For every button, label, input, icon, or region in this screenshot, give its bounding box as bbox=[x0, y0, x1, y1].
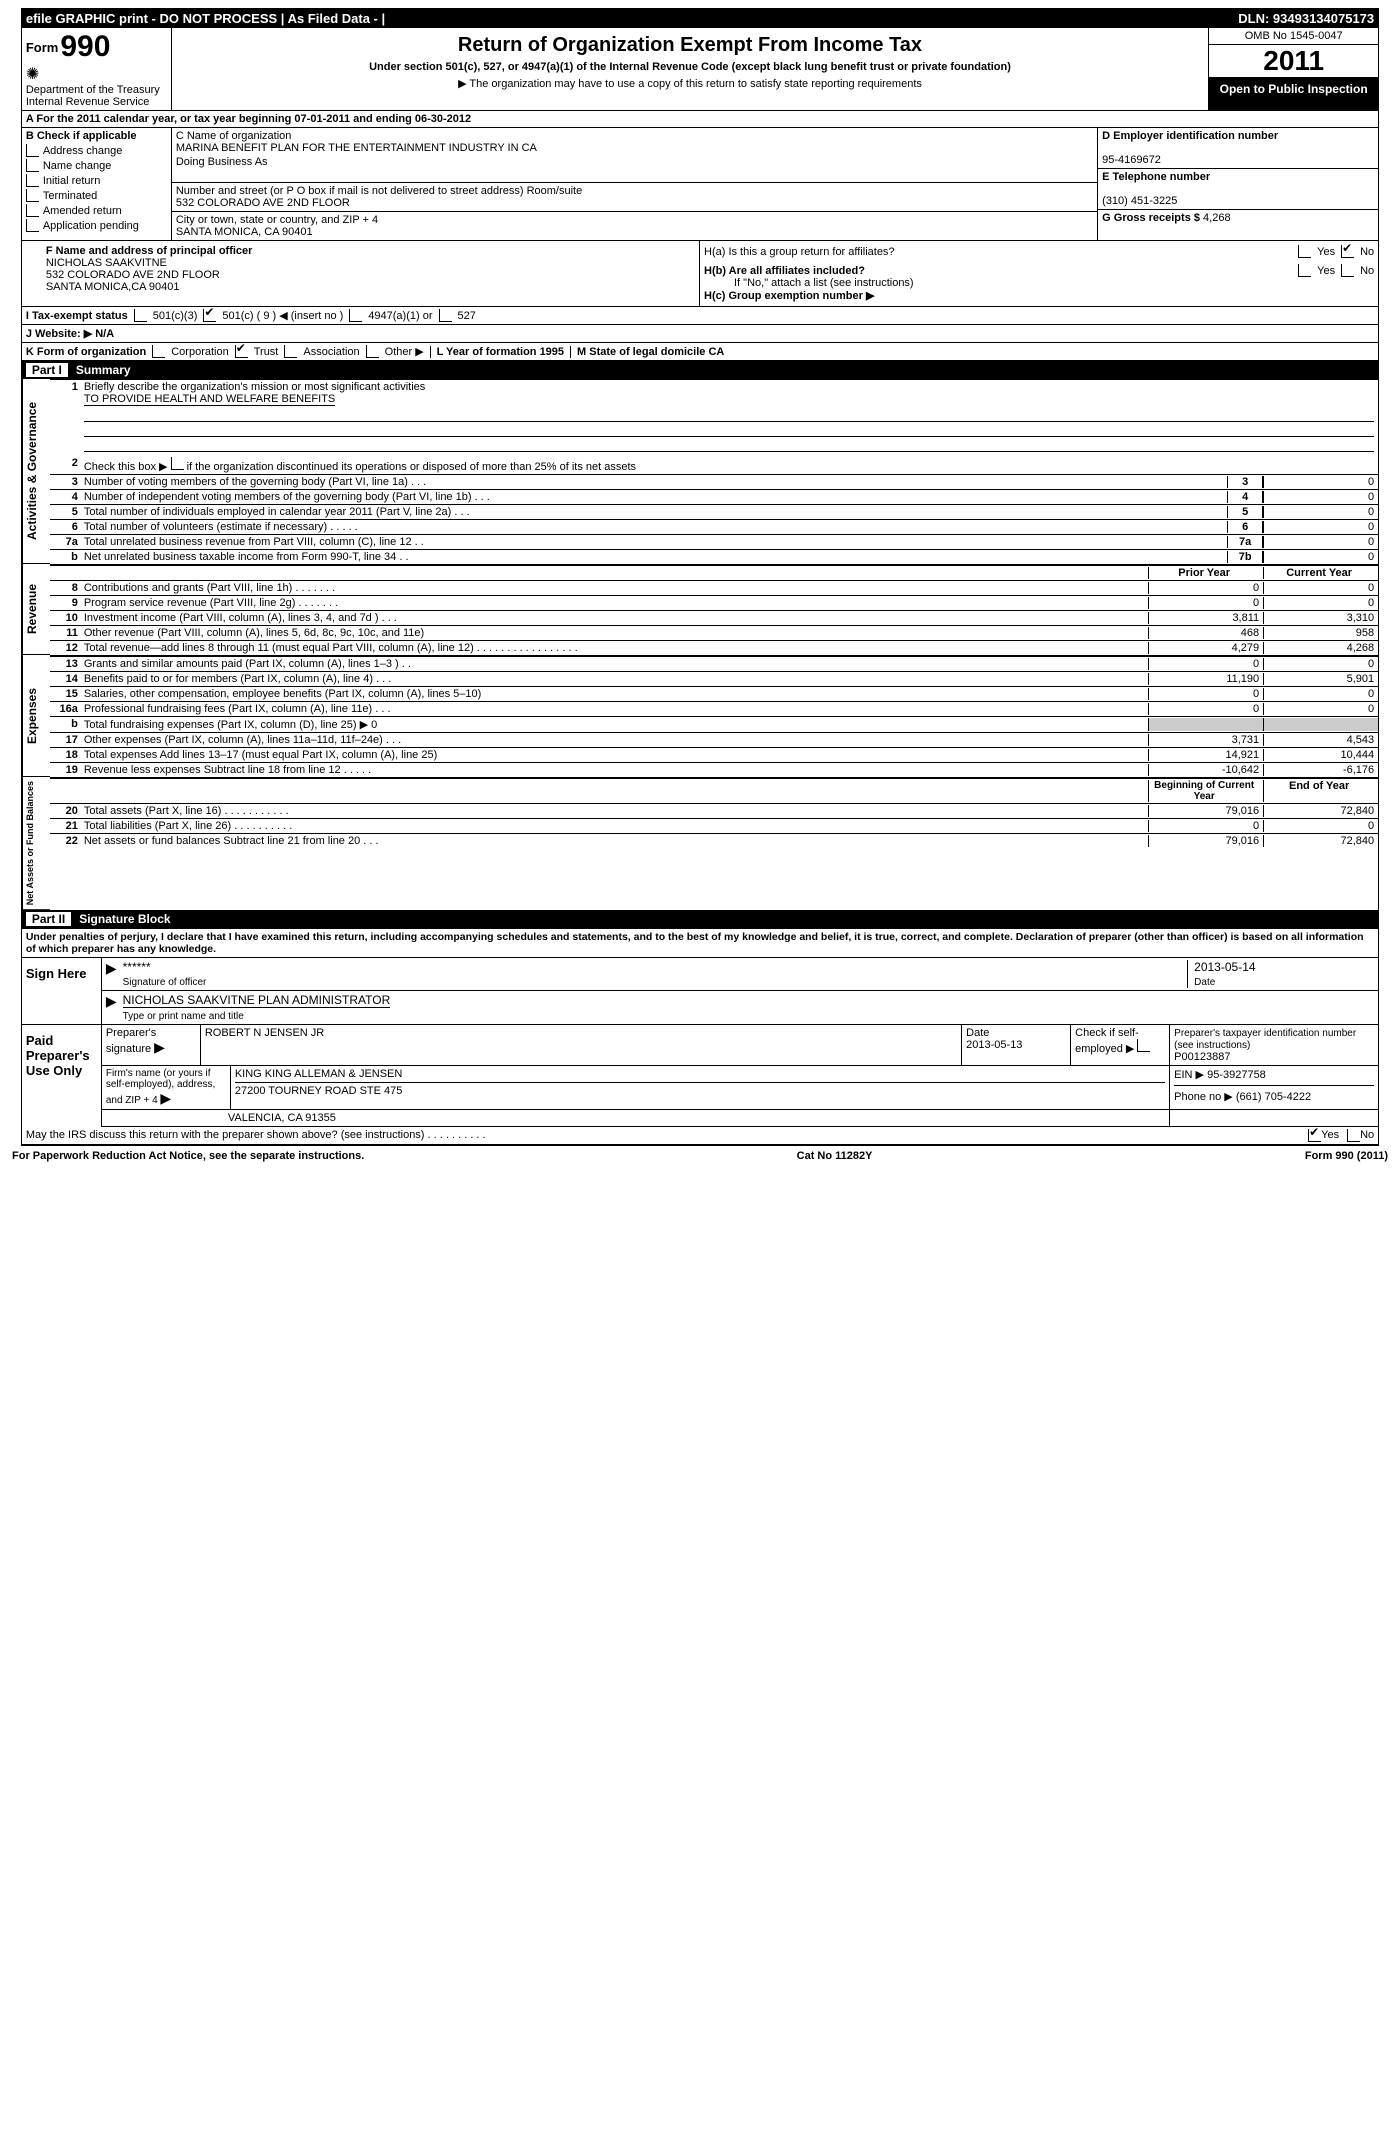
ha-no-checkbox[interactable] bbox=[1341, 245, 1354, 258]
header-center: Return of Organization Exempt From Incom… bbox=[172, 28, 1208, 110]
firm-phone: (661) 705-4222 bbox=[1236, 1091, 1311, 1103]
phone: (310) 451-3225 bbox=[1102, 195, 1374, 207]
top-bar: efile GRAPHIC print - DO NOT PROCESS | A… bbox=[22, 9, 1378, 28]
part2-header: Part II Signature Block bbox=[22, 910, 1378, 928]
activities-governance: Activities & Governance 11 Briefly descr… bbox=[22, 379, 1378, 564]
dln: DLN: 93493134075173 bbox=[1238, 11, 1374, 26]
arrow-icon: ▶ bbox=[106, 993, 117, 1022]
check-terminated[interactable] bbox=[26, 189, 39, 202]
form-number: Form 990 bbox=[26, 30, 167, 64]
omb-number: OMB No 1545-0047 bbox=[1209, 28, 1378, 45]
principal-officer: F Name and address of principal officer … bbox=[22, 241, 700, 306]
501c-checkbox[interactable] bbox=[203, 309, 216, 322]
section-b: B Check if applicable Address changeName… bbox=[22, 128, 1378, 240]
tax-exempt-status: I Tax-exempt status 501(c)(3) 501(c) ( 9… bbox=[22, 307, 1378, 325]
group-return: H(a) Is this a group return for affiliat… bbox=[700, 241, 1378, 306]
public-inspection: Open to Public Inspection bbox=[1209, 78, 1378, 110]
form-note: ▶ The organization may have to use a cop… bbox=[176, 77, 1204, 90]
form-title: Return of Organization Exempt From Incom… bbox=[176, 34, 1204, 57]
perjury-declaration: Under penalties of perjury, I declare th… bbox=[22, 928, 1378, 958]
hb-yes-checkbox[interactable] bbox=[1298, 264, 1311, 277]
employer-info: D Employer identification number 95-4169… bbox=[1098, 128, 1378, 240]
org-info: C Name of organization MARINA BENEFIT PL… bbox=[172, 128, 1098, 240]
sign-here-block: Sign Here ▶ ****** Signature of officer … bbox=[22, 958, 1378, 1025]
tax-year: 2011 bbox=[1209, 45, 1378, 78]
org-name: MARINA BENEFIT PLAN FOR THE ENTERTAINMEN… bbox=[176, 142, 1093, 154]
501c3-checkbox[interactable] bbox=[134, 309, 147, 322]
header-left: Form 990 ✺ Department of the Treasury In… bbox=[22, 28, 172, 110]
row-a-tax-year: A For the 2011 calendar year, or tax yea… bbox=[22, 111, 1378, 128]
form-of-org: K Form of organization Corporation Trust… bbox=[22, 343, 1378, 361]
page-footer: For Paperwork Reduction Act Notice, see … bbox=[8, 1146, 1392, 1166]
gross-receipts: 4,268 bbox=[1203, 212, 1231, 224]
527-checkbox[interactable] bbox=[439, 309, 452, 322]
firm-ein: 95-3927758 bbox=[1207, 1069, 1266, 1081]
check-initial-return[interactable] bbox=[26, 174, 39, 187]
hb-no-checkbox[interactable] bbox=[1341, 264, 1354, 277]
efile-notice: efile GRAPHIC print - DO NOT PROCESS | A… bbox=[26, 11, 1238, 26]
org-street: 532 COLORADO AVE 2ND FLOOR bbox=[176, 197, 1093, 209]
check-application-pending[interactable] bbox=[26, 219, 39, 232]
form-subtitle: Under section 501(c), 527, or 4947(a)(1)… bbox=[176, 61, 1204, 73]
self-employed-checkbox[interactable] bbox=[1137, 1039, 1150, 1052]
arrow-icon: ▶ bbox=[106, 960, 117, 988]
ha-yes-checkbox[interactable] bbox=[1298, 245, 1311, 258]
website-row: J Website: ▶ N/A bbox=[22, 325, 1378, 343]
officer-name: NICHOLAS SAAKVITNE PLAN ADMINISTRATOR bbox=[123, 993, 391, 1008]
preparer-name: ROBERT N JENSEN JR bbox=[201, 1025, 962, 1065]
section-fh: F Name and address of principal officer … bbox=[22, 240, 1378, 307]
ein: 95-4169672 bbox=[1102, 154, 1374, 166]
4947-checkbox[interactable] bbox=[349, 309, 362, 322]
form-990-container: efile GRAPHIC print - DO NOT PROCESS | A… bbox=[21, 8, 1379, 1146]
check-if-applicable: B Check if applicable Address changeName… bbox=[22, 128, 172, 240]
dept-treasury: Department of the Treasury bbox=[26, 84, 167, 96]
check-amended-return[interactable] bbox=[26, 204, 39, 217]
irs-discuss-yes[interactable] bbox=[1308, 1129, 1321, 1142]
discontinued-checkbox[interactable] bbox=[171, 457, 184, 470]
ptin: P00123887 bbox=[1174, 1051, 1230, 1063]
part1-header: Part I Summary bbox=[22, 361, 1378, 379]
org-city: SANTA MONICA, CA 90401 bbox=[176, 226, 1093, 238]
form-header: Form 990 ✺ Department of the Treasury In… bbox=[22, 28, 1378, 111]
firm-name: KING KING ALLEMAN & JENSEN bbox=[235, 1068, 403, 1080]
check-address-change[interactable] bbox=[26, 144, 39, 157]
irs-discuss-row: May the IRS discuss this return with the… bbox=[22, 1127, 1378, 1145]
paid-preparer-block: Paid Preparer's Use Only Preparer's sign… bbox=[22, 1025, 1378, 1127]
header-right: OMB No 1545-0047 2011 Open to Public Ins… bbox=[1208, 28, 1378, 110]
irs-label: Internal Revenue Service bbox=[26, 96, 167, 108]
mission-text: TO PROVIDE HEALTH AND WELFARE BENEFITS bbox=[84, 393, 335, 406]
check-name-change[interactable] bbox=[26, 159, 39, 172]
irs-discuss-no[interactable] bbox=[1347, 1129, 1360, 1142]
